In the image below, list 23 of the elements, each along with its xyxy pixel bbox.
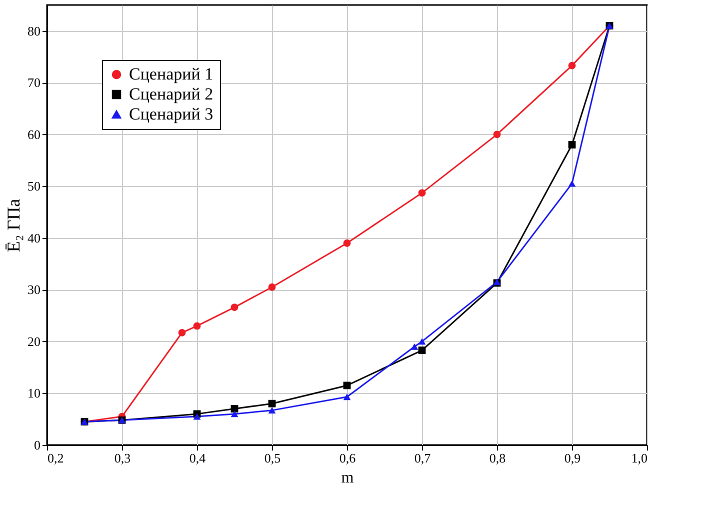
- legend-label: Сценарий 1: [129, 64, 214, 84]
- x-tick-label: 1,0: [631, 450, 648, 466]
- y-axis-title: Ē₂ ГПа: [4, 198, 24, 252]
- x-tick-label: 0,9: [564, 450, 581, 466]
- y-tick-label: 40: [28, 230, 40, 246]
- legend-label: Сценарий 2: [129, 84, 214, 104]
- y-tick-label: 30: [28, 282, 40, 298]
- x-tick-label: 0,5: [264, 450, 281, 466]
- y-tick-label: 70: [28, 75, 40, 90]
- x-tick-label: 0,7: [414, 450, 432, 466]
- legend-label: Сценарий 3: [129, 104, 214, 124]
- y-tick-label: 0: [34, 438, 40, 452]
- x-tick-label: 0,3: [114, 450, 131, 466]
- y-tick-label: 50: [28, 178, 40, 194]
- y-tick-label: 80: [28, 23, 40, 38]
- x-tick-label: 0,4: [189, 450, 206, 466]
- x-tick-label: 0,8: [489, 450, 506, 466]
- x-tick-label: 0,6: [339, 450, 356, 466]
- y-tick-label: 20: [28, 334, 40, 349]
- y-tick-label: 60: [28, 126, 40, 142]
- x-tick-label: 0,2: [48, 450, 64, 466]
- y-tick-label: 10: [28, 386, 40, 401]
- x-axis-title: m: [341, 470, 354, 486]
